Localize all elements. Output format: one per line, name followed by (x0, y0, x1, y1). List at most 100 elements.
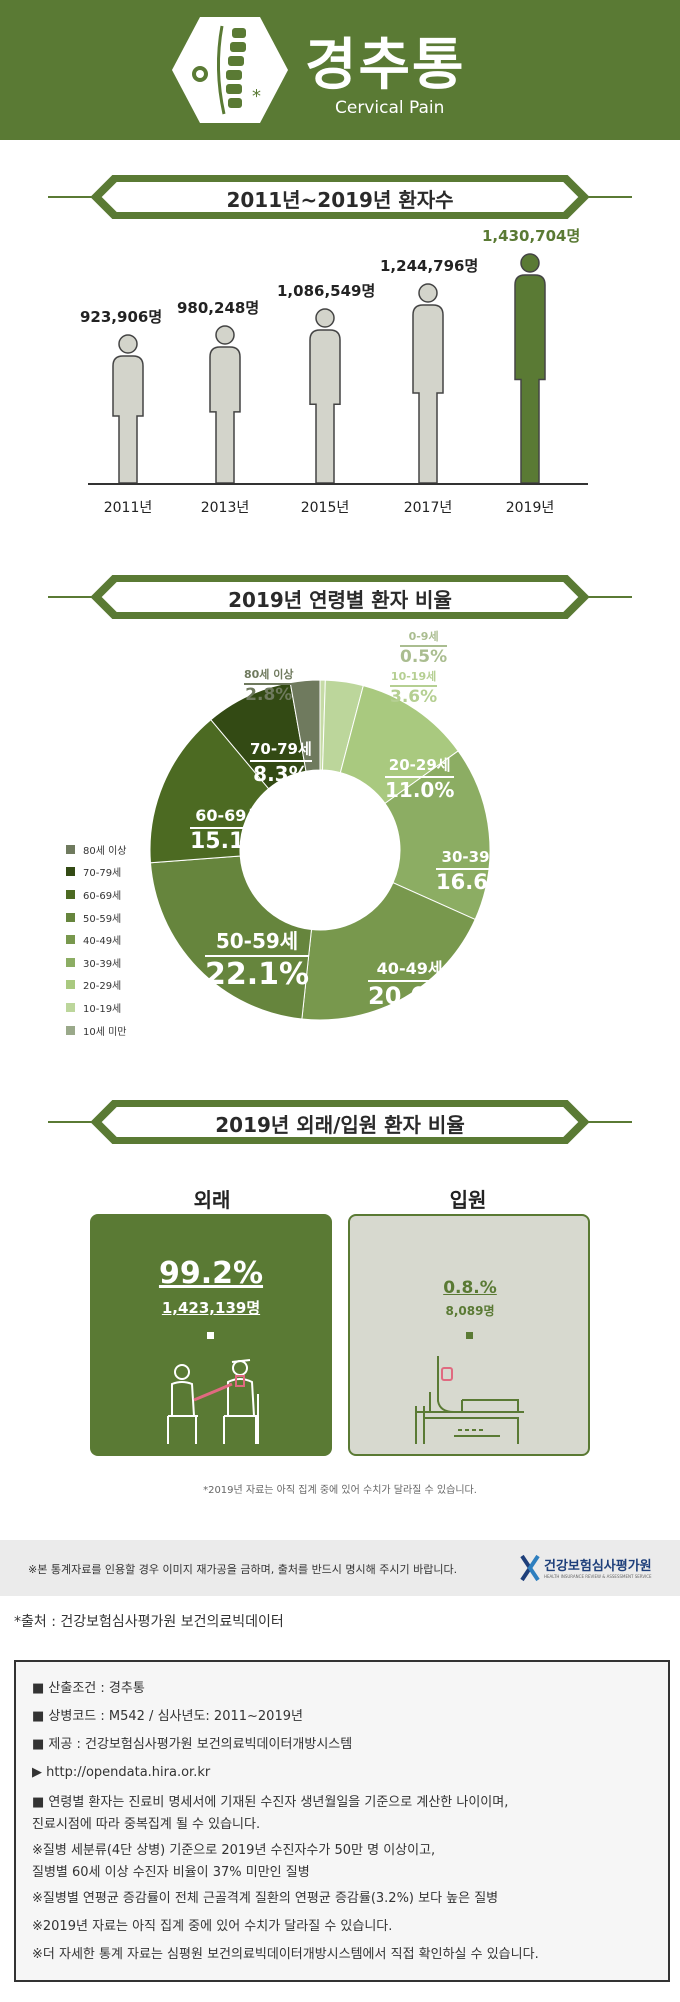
info-line: ■ 상병코드 : M542 / 심사년도: 2011~2019년 (32, 1709, 303, 1724)
donut-label-80세 이상: 80세 이상 2.8% (244, 668, 294, 705)
chart-baseline (88, 483, 588, 485)
inpatient-card: 0.8.% 8,089명 (348, 1214, 590, 1456)
legend-swatch (66, 844, 75, 854)
legend-item: 50-59세 (66, 906, 127, 929)
donut-label-50-59세: 50-59세 22.1% (205, 925, 310, 992)
info-line: ※더 자세한 통계 자료는 심평원 보건의료빅데이터개방시스템에서 직접 확인하… (32, 1947, 539, 1962)
legend-item: 40-49세 (66, 928, 127, 951)
info-line: ■ 연령별 환자는 진료비 명세서에 기재된 수진자 생년월일을 기준으로 계산… (32, 1795, 509, 1810)
legend-label: 70-79세 (83, 868, 122, 880)
year-label: 2011년 (103, 500, 153, 516)
inpatient-pct: 0.8.% (443, 1278, 497, 1298)
info-line: 질병별 60세 이상 수진자 비율이 37% 미만인 질병 (32, 1865, 310, 1880)
section-title-patients: 2011년~2019년 환자수 (226, 188, 454, 212)
org-name-en: HEALTH INSURANCE REVIEW & ASSESSMENT SER… (544, 1574, 652, 1579)
patient-figure-2013년 (209, 325, 241, 483)
patient-count-label: 1,244,796명 (380, 257, 479, 275)
info-line: ■ 산출조건 : 경추통 (32, 1681, 145, 1696)
inpatient-count: 8,089명 (445, 1304, 495, 1318)
donut-slice-40-49세 (301, 882, 476, 1020)
outpatient-count: 1,423,139명 (161, 1299, 261, 1317)
patient-figure-2011년 (112, 334, 144, 483)
legend-swatch (66, 980, 75, 990)
donut-label-40-49세: 40-49세 20.0% (368, 955, 452, 1010)
patient-count-label: 923,906명 (80, 308, 163, 326)
legend-item: 80세 이상 (66, 838, 127, 861)
patient-figure-2015년 (309, 308, 341, 483)
donut-label-10-19세: 10-19세 3.6% (390, 670, 438, 707)
patient-count-label: 1,086,549명 (277, 282, 376, 300)
info-line: ■ 제공 : 건강보험심사평가원 보건의료빅데이터개방시스템 (32, 1737, 353, 1752)
section-title-age: 2019년 연령별 환자 비율 (228, 588, 452, 612)
info-box: ■ 산출조건 : 경추통 ■ 상병코드 : M542 / 심사년도: 2011~2… (14, 1660, 670, 1982)
legend-item: 30-39세 (66, 951, 127, 974)
outpatient-pct: 99.2% (158, 1256, 264, 1291)
legend-item: 10-19세 (66, 996, 127, 1019)
donut-slice-80세 이상 (289, 680, 321, 772)
legend-item: 10세 미만 (66, 1019, 127, 1042)
patient-figure-2019년 (514, 253, 546, 483)
provisional-note: *2019년 자료는 아직 집계 중에 있어 수치가 달라질 수 있습니다. (203, 1485, 477, 1496)
hospital-bed-icon (415, 1356, 524, 1444)
year-label: 2017년 (403, 500, 453, 516)
donut-slice-30-39세 (384, 750, 490, 921)
bullet-marker (466, 1332, 473, 1339)
donut-slice-50-59세 (150, 855, 313, 1020)
patient-count-label: 1,430,704명 (482, 227, 581, 245)
legend-item: 60-69세 (66, 883, 127, 906)
donut-label-30-39세: 30-39세 16.6% (436, 848, 509, 894)
doctor-patient-icon (167, 1359, 259, 1444)
section-banner-decoration (48, 175, 632, 219)
legend-swatch (66, 1025, 75, 1035)
legend-label: 40-49세 (83, 936, 122, 948)
donut-label-70-79세: 70-79세 8.3% (250, 740, 312, 786)
section-title-visits: 2019년 외래/입원 환자 비율 (215, 1113, 465, 1137)
notice-bar: ※본 통계자료를 인용할 경우 이미지 재가공을 금하며, 출처를 반드시 명시… (0, 1540, 680, 1596)
legend-label: 60-69세 (83, 890, 122, 902)
donut-label-60-69세: 60-69세 15.1% (190, 802, 267, 854)
patient-count-label: 980,248명 (177, 299, 260, 317)
info-line[interactable]: ▶ http://opendata.hira.or.kr (32, 1765, 211, 1780)
legend-swatch (66, 935, 75, 945)
hira-logo-icon (520, 1554, 540, 1582)
legend-label: 50-59세 (83, 913, 122, 925)
legend-label: 10세 미만 (83, 1026, 127, 1038)
section-banner-decoration (48, 1100, 632, 1144)
legend-item: 70-79세 (66, 861, 127, 884)
year-label: 2013년 (200, 500, 250, 516)
copyright-notice: ※본 통계자료를 인용할 경우 이미지 재가공을 금하며, 출처를 반드시 명시… (28, 1563, 458, 1576)
info-line: 진료시점에 따라 중복집계 될 수 있습니다. (32, 1817, 261, 1832)
inpatient-title: 입원 (449, 1188, 487, 1212)
patient-figure-2017년 (412, 283, 444, 483)
legend-label: 80세 이상 (83, 845, 127, 857)
donut-label-0-9세: 0-9세 0.5% (400, 630, 448, 667)
legend-label: 30-39세 (83, 958, 122, 970)
info-line: ※2019년 자료는 아직 집계 중에 있어 수치가 달라질 수 있습니다. (32, 1919, 393, 1934)
legend-swatch (66, 867, 75, 877)
legend-swatch (66, 912, 75, 922)
source-text: *출처 : 건강보험심사평가원 보건의료빅데이터 (14, 1614, 284, 1630)
svg-text:*: * (252, 86, 261, 107)
info-line: ※질병 세분류(4단 상병) 기준으로 2019년 수진자수가 50만 명 이상… (32, 1843, 436, 1858)
donut-label-20-29세: 20-29세 11.0% (385, 756, 455, 802)
spine-hexagon-icon: * (172, 17, 288, 123)
legend-label: 10-19세 (83, 1003, 122, 1015)
year-label: 2015년 (300, 500, 350, 516)
info-line: ※질병별 연평균 증감률이 전체 근골격계 질환의 연평균 증감률(3.2%) … (32, 1891, 499, 1906)
header-banner: * 경추통 Cervical Pain (0, 0, 680, 140)
year-label: 2019년 (505, 500, 555, 516)
bullet-marker (207, 1332, 214, 1339)
legend-swatch (66, 889, 75, 899)
section-banner-decoration (48, 575, 632, 619)
age-donut-chart (150, 680, 490, 1020)
age-legend: 80세 이상 70-79세 60-69세 50-59세 40-49세 30-39세 20-2… (66, 838, 127, 1041)
legend-swatch (66, 1002, 75, 1012)
org-name: 건강보험심사평가원 (544, 1559, 652, 1574)
outpatient-card: 99.2% 1,423,139명 (90, 1214, 332, 1456)
outpatient-title: 외래 (193, 1188, 231, 1212)
page-title: 경추통 (305, 33, 466, 98)
page-subtitle: Cervical Pain (335, 98, 445, 118)
legend-swatch (66, 957, 75, 967)
legend-label: 20-29세 (83, 981, 122, 993)
legend-item: 20-29세 (66, 974, 127, 997)
